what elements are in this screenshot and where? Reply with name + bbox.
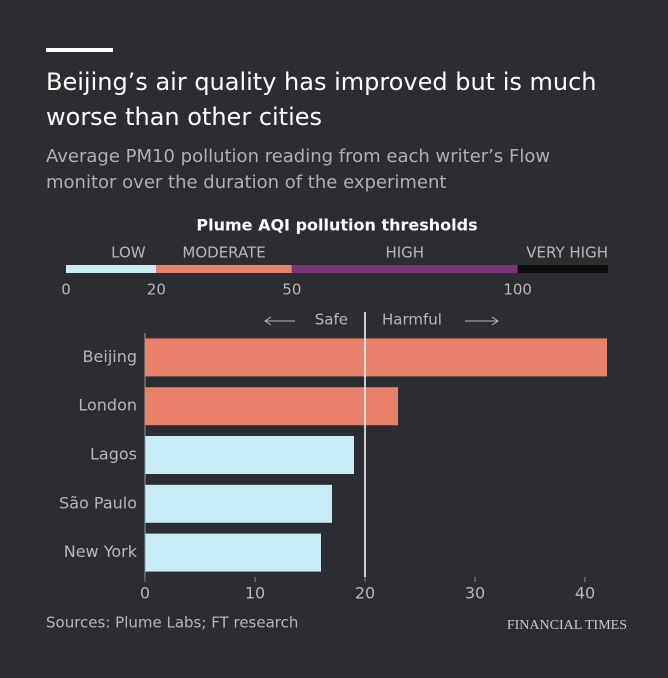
bar bbox=[145, 338, 607, 377]
y-tick-label: Lagos bbox=[90, 445, 137, 464]
source: Sources: Plume Labs; FT research bbox=[46, 614, 298, 632]
threshold-title: Plume AQI pollution thresholds bbox=[196, 216, 477, 235]
threshold-tick-label: 0 bbox=[61, 281, 71, 299]
bar bbox=[145, 533, 321, 572]
bar bbox=[145, 387, 398, 426]
bar bbox=[145, 436, 354, 474]
y-tick-label: São Paulo bbox=[59, 493, 137, 512]
chart-subtitle: Average PM10 pollution reading from each… bbox=[46, 146, 550, 193]
y-tick-label: Beijing bbox=[83, 347, 137, 366]
x-tick-label: 10 bbox=[245, 584, 265, 603]
threshold-label: HIGH bbox=[385, 244, 424, 262]
threshold-segment bbox=[156, 265, 292, 273]
brand: FINANCIAL TIMES bbox=[507, 618, 627, 633]
x-tick-label: 0 bbox=[140, 584, 150, 603]
title-rule bbox=[46, 48, 113, 52]
x-tick-label: 30 bbox=[465, 584, 485, 603]
arrow-left bbox=[264, 316, 295, 326]
annotation-right: Harmful bbox=[382, 311, 442, 329]
chart-title: Beijing’s air quality has improved but i… bbox=[46, 68, 597, 131]
threshold-label: LOW bbox=[111, 244, 146, 262]
threshold-tick-label: 50 bbox=[282, 281, 301, 299]
annotation-left: Safe bbox=[315, 311, 348, 329]
y-tick-label: New York bbox=[64, 542, 138, 561]
arrow-right bbox=[465, 316, 499, 326]
threshold-segment bbox=[66, 265, 157, 273]
threshold-label: MODERATE bbox=[182, 244, 265, 262]
threshold-tick-label: 100 bbox=[503, 281, 532, 299]
threshold-tick-label: 20 bbox=[147, 281, 166, 299]
x-tick-label: 20 bbox=[355, 584, 375, 603]
threshold-segment bbox=[291, 265, 518, 273]
threshold-segment bbox=[517, 265, 608, 273]
threshold-label: VERY HIGH bbox=[526, 244, 608, 262]
x-tick-label: 40 bbox=[575, 584, 595, 603]
bar bbox=[145, 484, 332, 523]
y-tick-label: London bbox=[78, 396, 137, 415]
